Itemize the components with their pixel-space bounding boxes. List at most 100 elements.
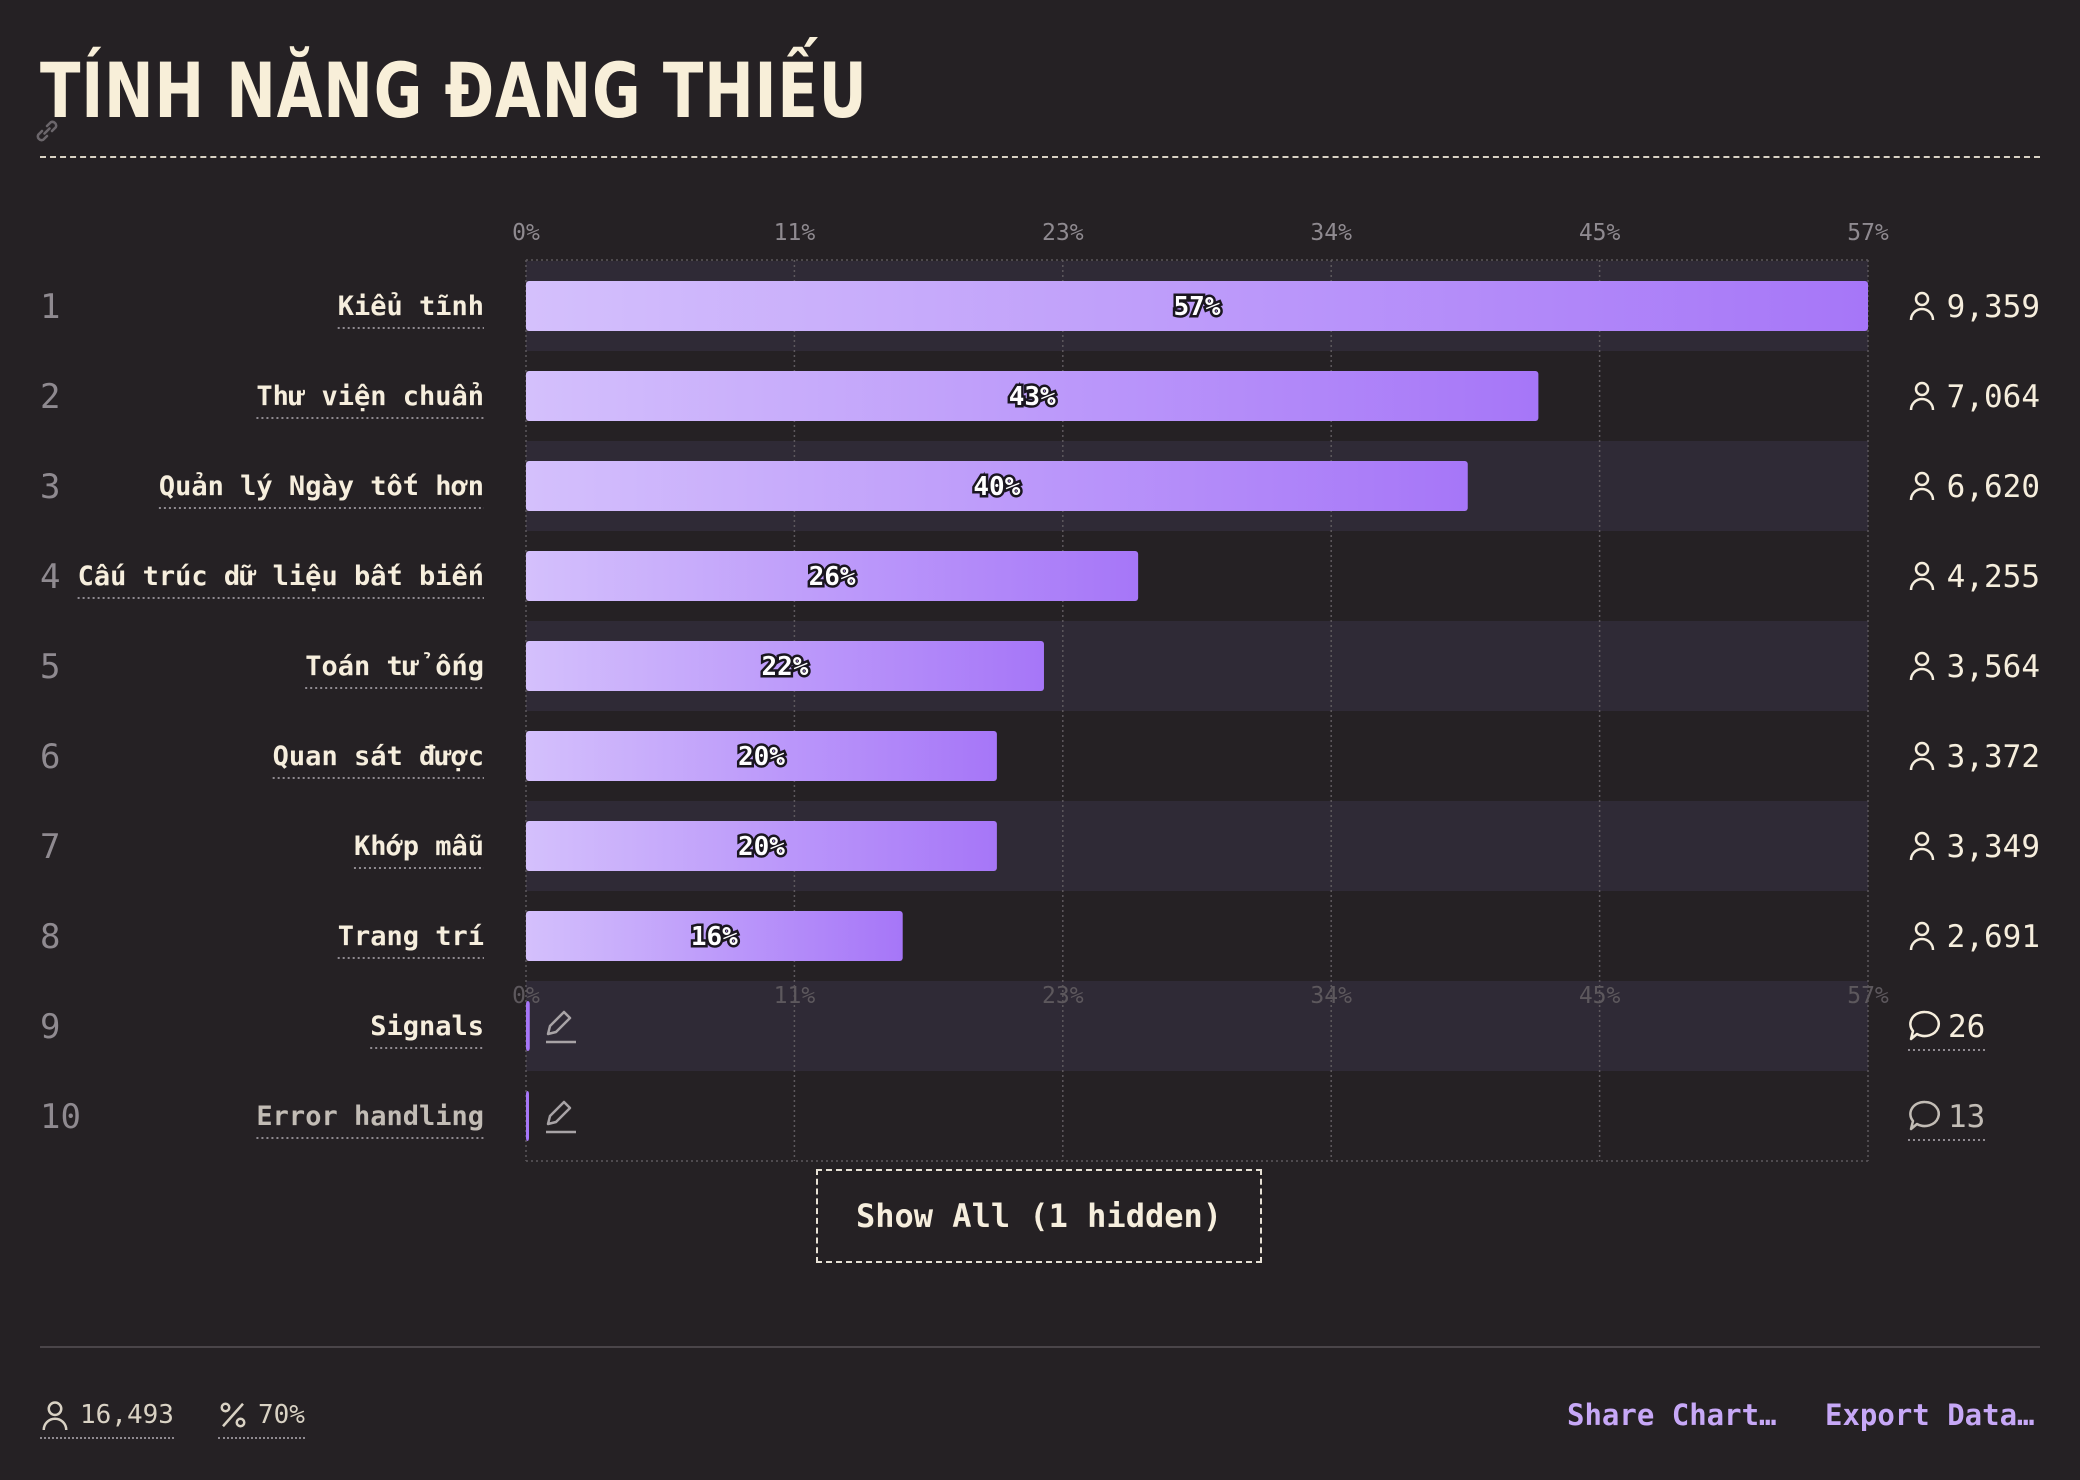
- data-bar[interactable]: [526, 641, 1044, 691]
- row-band: [526, 981, 1868, 1071]
- title-divider: [40, 156, 2040, 158]
- edit-icon-pencil: [546, 1010, 572, 1036]
- row-rank: 1: [40, 287, 60, 327]
- respondents-stat[interactable]: 16,493: [40, 1393, 174, 1439]
- x-tick-label-bottom: 45%: [1579, 983, 1621, 1009]
- row-rank: 9: [40, 1007, 60, 1047]
- comment-icon[interactable]: [1909, 1100, 1940, 1131]
- person-icon: [1909, 651, 1935, 681]
- page-title: TÍNH NĂNG ĐANG THIẾU: [40, 45, 868, 135]
- row-label[interactable]: Kiểu tĩnh: [338, 291, 484, 322]
- percent-stat[interactable]: 70%: [218, 1393, 305, 1439]
- person-icon: [1909, 741, 1935, 771]
- comment-icon-bubble: [1909, 1100, 1940, 1131]
- row-rank: 6: [40, 737, 60, 777]
- row-count[interactable]: 26: [1948, 1009, 1985, 1045]
- person-icon-body: [1909, 757, 1935, 771]
- person-icon: [1909, 831, 1935, 861]
- row-label[interactable]: Quan sát được: [273, 741, 484, 772]
- person-icon: [1909, 561, 1935, 591]
- row-rank: 10: [40, 1097, 81, 1137]
- person-icon: [42, 1401, 68, 1431]
- x-tick-label-bottom: 34%: [1310, 983, 1352, 1009]
- show-all-button[interactable]: Show All (1 hidden): [816, 1169, 1262, 1263]
- bar-value-label: 22%: [761, 652, 808, 682]
- x-tick-label-bottom: 57%: [1847, 983, 1889, 1009]
- percent-value: 70%: [258, 1400, 305, 1430]
- row-rank: 8: [40, 917, 60, 957]
- row-label[interactable]: Error handling: [256, 1101, 484, 1132]
- bar-value-label: 20%: [738, 742, 785, 772]
- row-label[interactable]: Trang trí: [338, 921, 484, 952]
- person-icon-body: [1909, 847, 1935, 861]
- person-icon-head: [1914, 831, 1930, 847]
- person-icon: [1909, 381, 1935, 411]
- person-icon-body: [1909, 307, 1935, 321]
- edit-icon[interactable]: [546, 1010, 576, 1044]
- bar-value-label: 16%: [691, 922, 738, 952]
- person-icon-head: [1914, 381, 1930, 397]
- person-icon-head: [1914, 741, 1930, 757]
- person-icon-body: [1909, 577, 1935, 591]
- data-bar[interactable]: [526, 551, 1139, 601]
- link-icon[interactable]: [32, 116, 62, 146]
- data-bar[interactable]: [526, 281, 1868, 331]
- row-count: 3,349: [1947, 829, 2040, 865]
- data-bar[interactable]: [526, 1001, 530, 1051]
- data-bar[interactable]: [526, 731, 997, 781]
- row-count[interactable]: 13: [1948, 1099, 1985, 1135]
- row-count: 9,359: [1947, 289, 2040, 325]
- row-count: 3,564: [1947, 649, 2040, 685]
- row-count: 7,064: [1947, 379, 2040, 415]
- row-label[interactable]: Khớp mẫu: [354, 831, 484, 862]
- x-tick-label-top: 0%: [512, 220, 540, 246]
- row-rank: 4: [40, 557, 60, 597]
- share-chart-link[interactable]: Share Chart…: [1567, 1398, 1777, 1432]
- person-icon-head: [1914, 651, 1930, 667]
- person-icon-body: [1909, 937, 1935, 951]
- person-icon: [1909, 291, 1935, 321]
- row-label[interactable]: Quản lý Ngày tốt hơn: [159, 471, 484, 502]
- title-row: TÍNH NĂNG ĐANG THIẾU: [36, 40, 1101, 142]
- row-rank: 7: [40, 827, 60, 867]
- bar-value-label: 26%: [809, 562, 856, 592]
- row-rank: 2: [40, 377, 60, 417]
- x-tick-label-bottom: 23%: [1042, 983, 1084, 1009]
- row-count: 3,372: [1947, 739, 2040, 775]
- data-bar[interactable]: [526, 1091, 529, 1141]
- row-rank: 5: [40, 647, 60, 687]
- row-label[interactable]: Signals: [370, 1011, 484, 1042]
- x-tick-label-top: 57%: [1847, 220, 1889, 246]
- x-tick-label-top: 45%: [1579, 220, 1621, 246]
- data-bar[interactable]: [526, 821, 997, 871]
- data-bar[interactable]: [526, 371, 1539, 421]
- person-icon: [1909, 471, 1935, 501]
- bar-chart: 0%0%11%11%23%23%34%34%45%45%57%57% 57%43…: [40, 220, 2040, 1162]
- x-tick-label-top: 34%: [1310, 220, 1352, 246]
- row-label[interactable]: Thư viện chuẩn: [256, 381, 484, 412]
- respondents-count: 16,493: [80, 1400, 174, 1430]
- person-icon-body: [1909, 667, 1935, 681]
- person-icon-body: [1909, 397, 1935, 411]
- person-icon-head: [1914, 921, 1930, 937]
- person-icon-head: [1914, 561, 1930, 577]
- bar-value-label: 57%: [1174, 292, 1221, 322]
- bar-value-label: 40%: [973, 472, 1020, 502]
- data-bar[interactable]: [526, 461, 1468, 511]
- person-icon-body: [1909, 487, 1935, 501]
- x-tick-label-top: 11%: [774, 220, 816, 246]
- comment-icon[interactable]: [1909, 1010, 1940, 1041]
- x-tick-label-bottom: 11%: [774, 983, 816, 1009]
- row-label[interactable]: Toán tử ống: [305, 651, 484, 682]
- row-label[interactable]: Cấu trúc dữ liệu bất biến: [78, 561, 484, 592]
- bar-value-label: 20%: [738, 832, 785, 862]
- edit-icon-pencil: [546, 1100, 572, 1126]
- export-data-link[interactable]: Export Data…: [1825, 1398, 2035, 1432]
- x-tick-label-top: 23%: [1042, 220, 1084, 246]
- bar-value-label: 43%: [1009, 382, 1056, 412]
- row-count: 4,255: [1947, 559, 2040, 595]
- edit-icon[interactable]: [546, 1100, 576, 1134]
- row-rank: 3: [40, 467, 60, 507]
- data-bar[interactable]: [526, 911, 903, 961]
- person-icon-head: [1914, 471, 1930, 487]
